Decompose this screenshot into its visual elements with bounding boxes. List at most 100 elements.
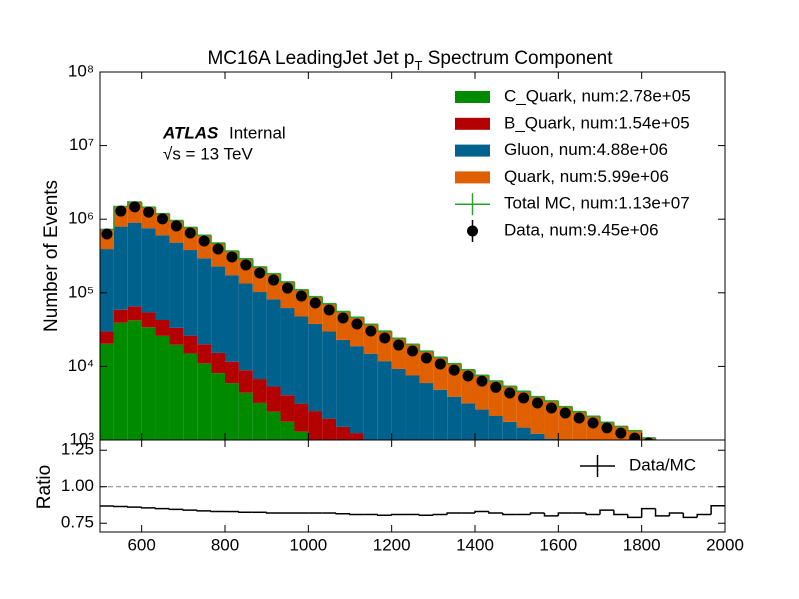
bar-segment [475,409,489,440]
data-point [157,213,168,225]
legend-label: Gluon, num:4.88e+06 [504,140,668,159]
data-point [240,259,252,271]
bar-segment [100,249,114,332]
step-line [168,213,184,222]
step-line [377,324,392,332]
step-line [127,506,142,508]
bar-segment [197,363,212,440]
bar-segment [113,322,128,440]
bar-segment [350,346,364,434]
step-line [265,266,281,275]
main-plot [100,201,657,440]
bar-segment [530,433,545,440]
step-line [474,510,489,514]
data-point [518,392,530,404]
step-line [265,512,281,514]
step-line [293,281,309,291]
ratio-plot [100,486,725,519]
step-line [543,513,559,517]
data-point [365,325,377,337]
step-line [460,363,475,371]
step-line [182,220,198,229]
legend-label: Data, num:9.45e+06 [504,220,659,239]
data-point [101,228,113,240]
step-line [377,514,392,516]
data-point [351,318,363,330]
data-point [226,251,238,263]
bar-segment [127,320,142,440]
data-point [504,387,516,399]
data-point [545,402,557,414]
bar-segment [461,403,475,440]
legend-label: C_Quark, num:2.78e+05 [504,86,691,105]
x-tick-label: 1600 [539,535,577,554]
bar-segment [516,427,531,440]
step-line [307,289,323,298]
step-line [224,242,239,252]
legend-label: B_Quark, num:1.54e+05 [504,113,690,132]
bar-segment [183,353,198,440]
bar-segment [322,331,337,419]
step-line [252,258,267,268]
bar-segment [183,335,198,354]
data-point [323,304,335,316]
data-point [420,352,432,364]
step-line [488,511,503,514]
bar-segment [294,403,309,432]
step-line [488,375,503,382]
data-point [268,274,280,286]
step-line [599,509,614,515]
bar-segment [141,327,156,440]
bar-segment [294,431,309,440]
bar-segment [308,323,323,412]
y-tick-label: 10⁴ [68,356,94,375]
bar-segment [238,392,253,440]
step-line [529,391,545,398]
step-line [474,369,489,376]
bar-segment [197,258,212,345]
data-point [282,282,293,294]
step-line [446,357,462,365]
step-line [418,514,434,516]
data-point [573,412,585,424]
bar-segment [336,339,350,427]
bar-segment [433,389,448,440]
step-line [154,207,170,215]
atlas-label: ATLAS [162,123,219,142]
bar-segment [113,309,128,323]
step-line [140,507,156,509]
legend-swatch [455,144,490,157]
step-line [515,386,531,393]
step-line [585,411,600,418]
step-line [585,513,600,516]
data-point [295,290,307,302]
step-line [432,513,448,516]
step-line [196,510,212,512]
y-tick-label: 10³ [69,429,94,448]
data-point [143,206,155,218]
data-point [476,375,488,387]
step-line [571,406,587,413]
bar-segment [155,235,170,321]
bar-segment [322,418,337,440]
data-point [644,437,654,440]
step-line [432,351,448,359]
step-line [613,422,628,428]
data-point [379,332,391,344]
legend-label: Total MC, num:1.13e+07 [504,194,690,213]
bar-segment [141,228,156,313]
step-line [196,227,212,236]
bar-segment [225,383,239,440]
x-tick-label: 1200 [373,535,411,554]
step-line [599,416,614,424]
bar-segment [363,353,378,440]
bar-segment [350,433,364,440]
step-line [349,513,364,516]
bar-segment [211,373,225,440]
data-point [587,417,599,429]
step-line [279,273,295,283]
data-point [407,345,418,357]
bar-segment [447,396,462,440]
bar-segment [225,361,239,384]
bar-segment [502,421,517,440]
